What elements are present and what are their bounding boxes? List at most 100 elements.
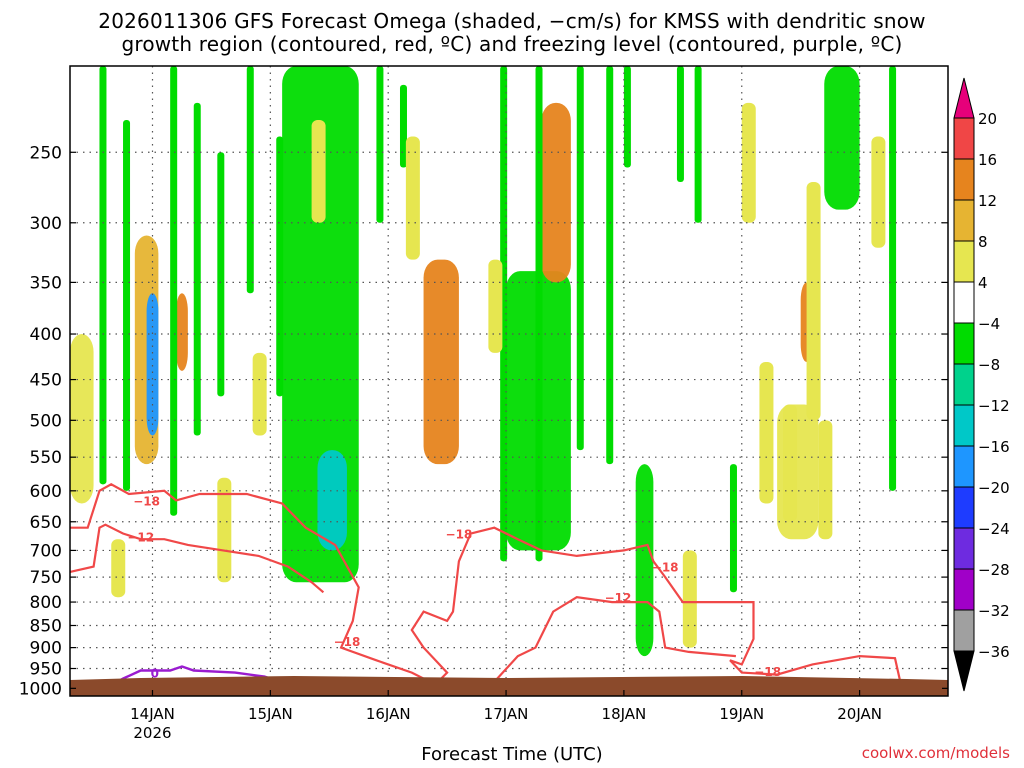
omega-positive-blob xyxy=(311,120,326,223)
x-tick-label: 18JAN xyxy=(602,705,647,723)
omega-region-yellow xyxy=(70,334,94,504)
omega-positive-blob xyxy=(217,477,232,583)
x-tick-label: 16JAN xyxy=(366,705,411,723)
omega-streak xyxy=(500,66,508,562)
omega-region-cyan_blue xyxy=(317,450,347,551)
colorbar-label: −12 xyxy=(978,397,1010,415)
dgz-contour-line xyxy=(487,596,736,690)
colorbar-bin xyxy=(953,609,975,652)
colorbar-label: 16 xyxy=(978,151,997,169)
omega-streak xyxy=(246,66,254,294)
omega-positive-blob xyxy=(111,539,126,598)
colorbar-bin xyxy=(953,158,975,201)
omega-region-green xyxy=(824,66,860,210)
colorbar-bin xyxy=(953,199,975,242)
omega-streak xyxy=(99,66,107,485)
omega-positive-blob xyxy=(252,352,267,436)
colorbar-bin xyxy=(953,322,975,365)
colorbar-label: −8 xyxy=(978,356,1000,374)
contour-label: −18 xyxy=(754,665,781,679)
omega-streak xyxy=(729,464,737,593)
omega-streak xyxy=(694,66,702,223)
y-tick-label: 250 xyxy=(30,143,62,163)
y-tick-label: 650 xyxy=(30,513,62,533)
y-tick-label: 550 xyxy=(30,448,62,468)
y-tick-label: 750 xyxy=(30,568,62,588)
colorbar-label: −32 xyxy=(978,602,1010,620)
y-tick-label: 500 xyxy=(30,411,62,431)
omega-region-orange xyxy=(541,102,571,283)
omega-positive-blob xyxy=(871,136,886,248)
x-tick-label: 17JAN xyxy=(484,705,529,723)
y-tick-label: 600 xyxy=(30,482,62,502)
colorbar-bin xyxy=(953,445,975,488)
colorbar-label: −28 xyxy=(978,561,1010,579)
omega-streak xyxy=(123,120,131,491)
x-axis-label: Forecast Time (UTC) xyxy=(421,744,603,765)
contour-label: −18 xyxy=(133,494,160,508)
omega-region-orange xyxy=(423,259,459,465)
colorbar-bin xyxy=(953,363,975,406)
omega-streak xyxy=(276,136,284,397)
omega-streak xyxy=(193,102,201,436)
colorbar-label: −20 xyxy=(978,479,1010,497)
site-credit[interactable]: coolwx.com/models xyxy=(861,744,1010,762)
omega-streak xyxy=(376,66,384,223)
omega-positive-blob xyxy=(682,550,697,648)
omega-shading-layer xyxy=(70,66,897,657)
omega-region-blue xyxy=(146,293,159,436)
colorbar-bin xyxy=(953,240,975,283)
colorbar-bin xyxy=(953,568,975,611)
y-tick-label: 350 xyxy=(30,273,62,293)
omega-streak xyxy=(217,152,225,397)
colorbar-bin xyxy=(953,281,975,324)
x-tick-label: 19JAN xyxy=(719,705,764,723)
x-tick-label: 20JAN xyxy=(837,705,882,723)
colorbar-label: −16 xyxy=(978,438,1010,456)
x-tick-label: 14JAN xyxy=(130,705,175,723)
contour-label: −18 xyxy=(334,635,361,649)
contour-label: −18 xyxy=(446,527,473,541)
omega-streak xyxy=(535,66,543,562)
colorbar-label: −36 xyxy=(978,643,1010,661)
omega-positive-blob xyxy=(783,404,798,522)
x-tick-label: 15JAN xyxy=(248,705,293,723)
omega-streak xyxy=(889,66,897,491)
colorbar-label: 8 xyxy=(978,233,988,251)
dgz-contour-line xyxy=(70,483,948,690)
freezing-level-contour-line xyxy=(104,665,283,690)
colorbar-bin xyxy=(953,486,975,529)
colorbar-bin xyxy=(953,117,975,160)
axes-layer: 250 300 350 400 450 500 550 600 650 700 750 800 850 9… xyxy=(19,65,949,742)
chart-title-line-2: growth region (contoured, red, ºC) and f… xyxy=(121,32,903,56)
contour-label: −18 xyxy=(652,561,679,575)
y-tick-label: 850 xyxy=(30,616,62,636)
omega-colorbar: 20 16 12 8 4 −4 −8 −12 −16 −20 −24 −28 −32 −36 xyxy=(953,77,1010,692)
omega-streak xyxy=(170,66,178,516)
y-tick-label: 800 xyxy=(30,593,62,613)
contour-label: −12 xyxy=(605,591,632,605)
colorbar-min-triangle xyxy=(953,650,975,692)
contour-label: 0 xyxy=(151,667,159,681)
colorbar-label: −24 xyxy=(978,520,1010,538)
omega-streak xyxy=(576,66,584,451)
omega-positive-blob xyxy=(741,102,756,223)
omega-region-green xyxy=(635,464,654,657)
colorbar-label: −4 xyxy=(978,315,1000,333)
colorbar-label: 4 xyxy=(978,274,988,292)
omega-region-orange xyxy=(176,293,188,371)
omega-positive-blob xyxy=(759,361,774,504)
y-tick-label: 950 xyxy=(30,660,62,680)
omega-streak xyxy=(399,84,407,168)
plot-frame xyxy=(69,65,949,697)
contour-label: −12 xyxy=(127,530,154,544)
colorbar-bin xyxy=(953,527,975,570)
y-tick-label: 450 xyxy=(30,371,62,391)
x-tick-year-label: 2026 xyxy=(133,724,171,742)
y-tick-label: 400 xyxy=(30,325,62,345)
colorbar-bin xyxy=(953,404,975,447)
y-tick-label: 900 xyxy=(30,639,62,659)
omega-positive-blob xyxy=(818,420,833,540)
terrain-ground xyxy=(70,676,948,696)
